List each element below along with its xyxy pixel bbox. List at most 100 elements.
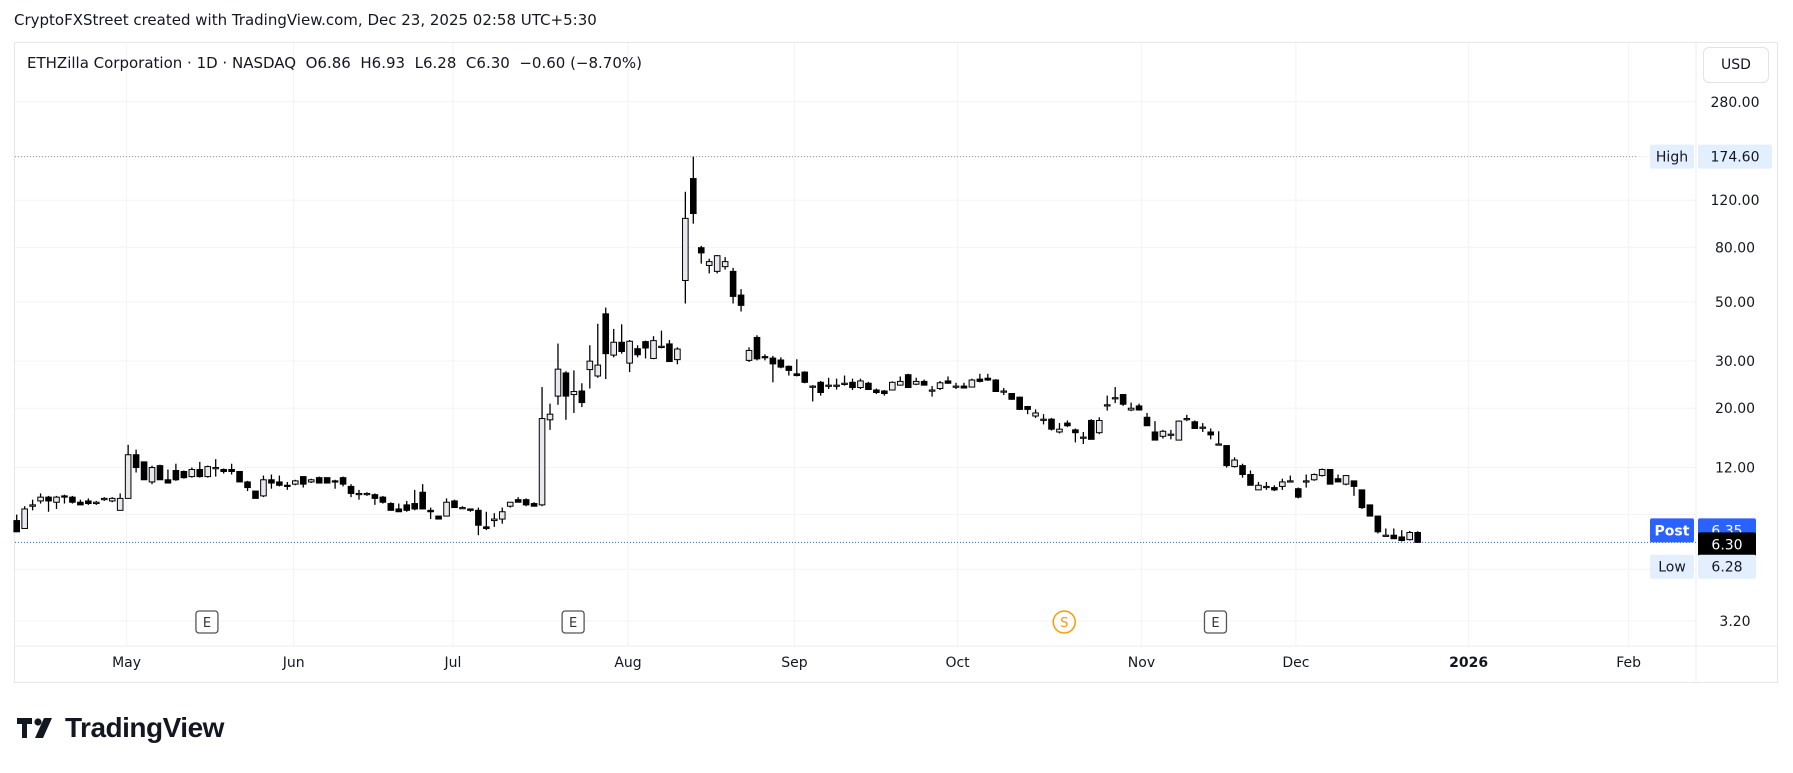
candle[interactable] <box>1016 396 1023 410</box>
candle[interactable] <box>745 349 753 361</box>
candle[interactable] <box>849 381 856 389</box>
candle[interactable] <box>132 454 140 469</box>
candle[interactable] <box>411 503 418 510</box>
candle[interactable] <box>140 461 148 481</box>
candle[interactable] <box>785 365 793 371</box>
candle[interactable] <box>276 481 283 486</box>
candle[interactable] <box>483 526 490 529</box>
candle[interactable] <box>284 484 291 487</box>
candle[interactable] <box>1398 536 1406 542</box>
candle[interactable] <box>292 480 299 485</box>
candle[interactable] <box>920 380 928 386</box>
candle[interactable] <box>721 261 729 268</box>
candle[interactable] <box>1143 416 1151 427</box>
candle[interactable] <box>260 479 267 497</box>
candle[interactable] <box>1342 475 1350 485</box>
candle[interactable] <box>833 384 840 387</box>
candle[interactable] <box>889 381 896 391</box>
candle[interactable] <box>1231 459 1238 468</box>
candle[interactable] <box>1358 489 1366 509</box>
candle[interactable] <box>506 501 514 507</box>
candle[interactable] <box>387 503 395 511</box>
candle[interactable] <box>315 477 323 484</box>
candle[interactable] <box>108 497 116 502</box>
candle[interactable] <box>1287 480 1294 483</box>
candle[interactable] <box>1095 419 1103 434</box>
candle[interactable] <box>610 341 618 356</box>
candle[interactable] <box>578 390 586 404</box>
candle[interactable] <box>268 479 275 484</box>
candle[interactable] <box>1294 488 1302 498</box>
candle[interactable] <box>944 380 952 384</box>
candle[interactable] <box>467 508 474 511</box>
candle[interactable] <box>1072 429 1079 434</box>
candle[interactable] <box>498 511 506 520</box>
candle[interactable] <box>642 341 649 349</box>
candle[interactable] <box>371 494 379 499</box>
candle[interactable] <box>522 499 530 506</box>
currency-button[interactable]: USD <box>1703 47 1769 83</box>
candle[interactable] <box>713 255 721 272</box>
candle[interactable] <box>1080 436 1087 439</box>
candle[interactable] <box>570 390 578 396</box>
candle[interactable] <box>514 499 522 503</box>
candle[interactable] <box>236 470 243 483</box>
candle[interactable] <box>100 497 108 501</box>
candle[interactable] <box>682 217 689 281</box>
candle[interactable] <box>427 509 434 513</box>
candle[interactable] <box>1366 504 1374 517</box>
candle[interactable] <box>1103 404 1111 407</box>
candle[interactable] <box>1175 420 1183 441</box>
candle[interactable] <box>45 496 52 502</box>
candle[interactable] <box>1390 534 1398 540</box>
candle[interactable] <box>602 313 610 355</box>
candle[interactable] <box>1350 480 1358 487</box>
candle[interactable] <box>554 368 562 397</box>
candle[interactable] <box>586 360 594 371</box>
candle[interactable] <box>817 381 824 394</box>
candle[interactable] <box>928 389 936 392</box>
candle[interactable] <box>626 340 633 364</box>
candle[interactable] <box>355 492 363 496</box>
candle[interactable] <box>435 515 442 520</box>
candle[interactable] <box>188 468 196 478</box>
candle[interactable] <box>801 371 809 383</box>
earnings-event-icon[interactable] <box>561 610 585 634</box>
candle[interactable] <box>323 477 331 484</box>
candle[interactable] <box>379 496 387 503</box>
candle[interactable] <box>1271 487 1278 491</box>
candle[interactable] <box>1374 515 1382 533</box>
candle[interactable] <box>904 374 912 389</box>
candle[interactable] <box>459 507 466 510</box>
candle[interactable] <box>443 501 450 517</box>
candle[interactable] <box>881 390 888 395</box>
candle[interactable] <box>546 413 554 421</box>
candle[interactable] <box>1000 390 1008 393</box>
candle[interactable] <box>164 479 172 484</box>
earnings-event-icon[interactable] <box>1203 610 1228 634</box>
candle[interactable] <box>865 382 872 391</box>
candle[interactable] <box>1326 468 1334 485</box>
candle[interactable] <box>1056 428 1063 433</box>
candle[interactable] <box>1183 418 1191 421</box>
candle[interactable] <box>658 345 665 348</box>
candle[interactable] <box>475 509 482 526</box>
candle[interactable] <box>212 467 219 470</box>
candle[interactable] <box>13 520 20 533</box>
candle[interactable] <box>299 476 307 485</box>
candle[interactable] <box>69 496 76 503</box>
candle[interactable] <box>252 490 259 499</box>
candle[interactable] <box>1215 443 1222 446</box>
candle[interactable] <box>1223 445 1230 467</box>
candle[interactable] <box>825 384 832 387</box>
candle[interactable] <box>1255 484 1262 491</box>
candle[interactable] <box>960 385 968 389</box>
candle[interactable] <box>363 492 371 496</box>
candle[interactable] <box>666 343 673 363</box>
candle[interactable] <box>419 491 426 510</box>
candle[interactable] <box>777 359 785 368</box>
candle[interactable] <box>244 481 251 489</box>
candle[interactable] <box>1088 419 1095 440</box>
candle[interactable] <box>690 178 697 215</box>
